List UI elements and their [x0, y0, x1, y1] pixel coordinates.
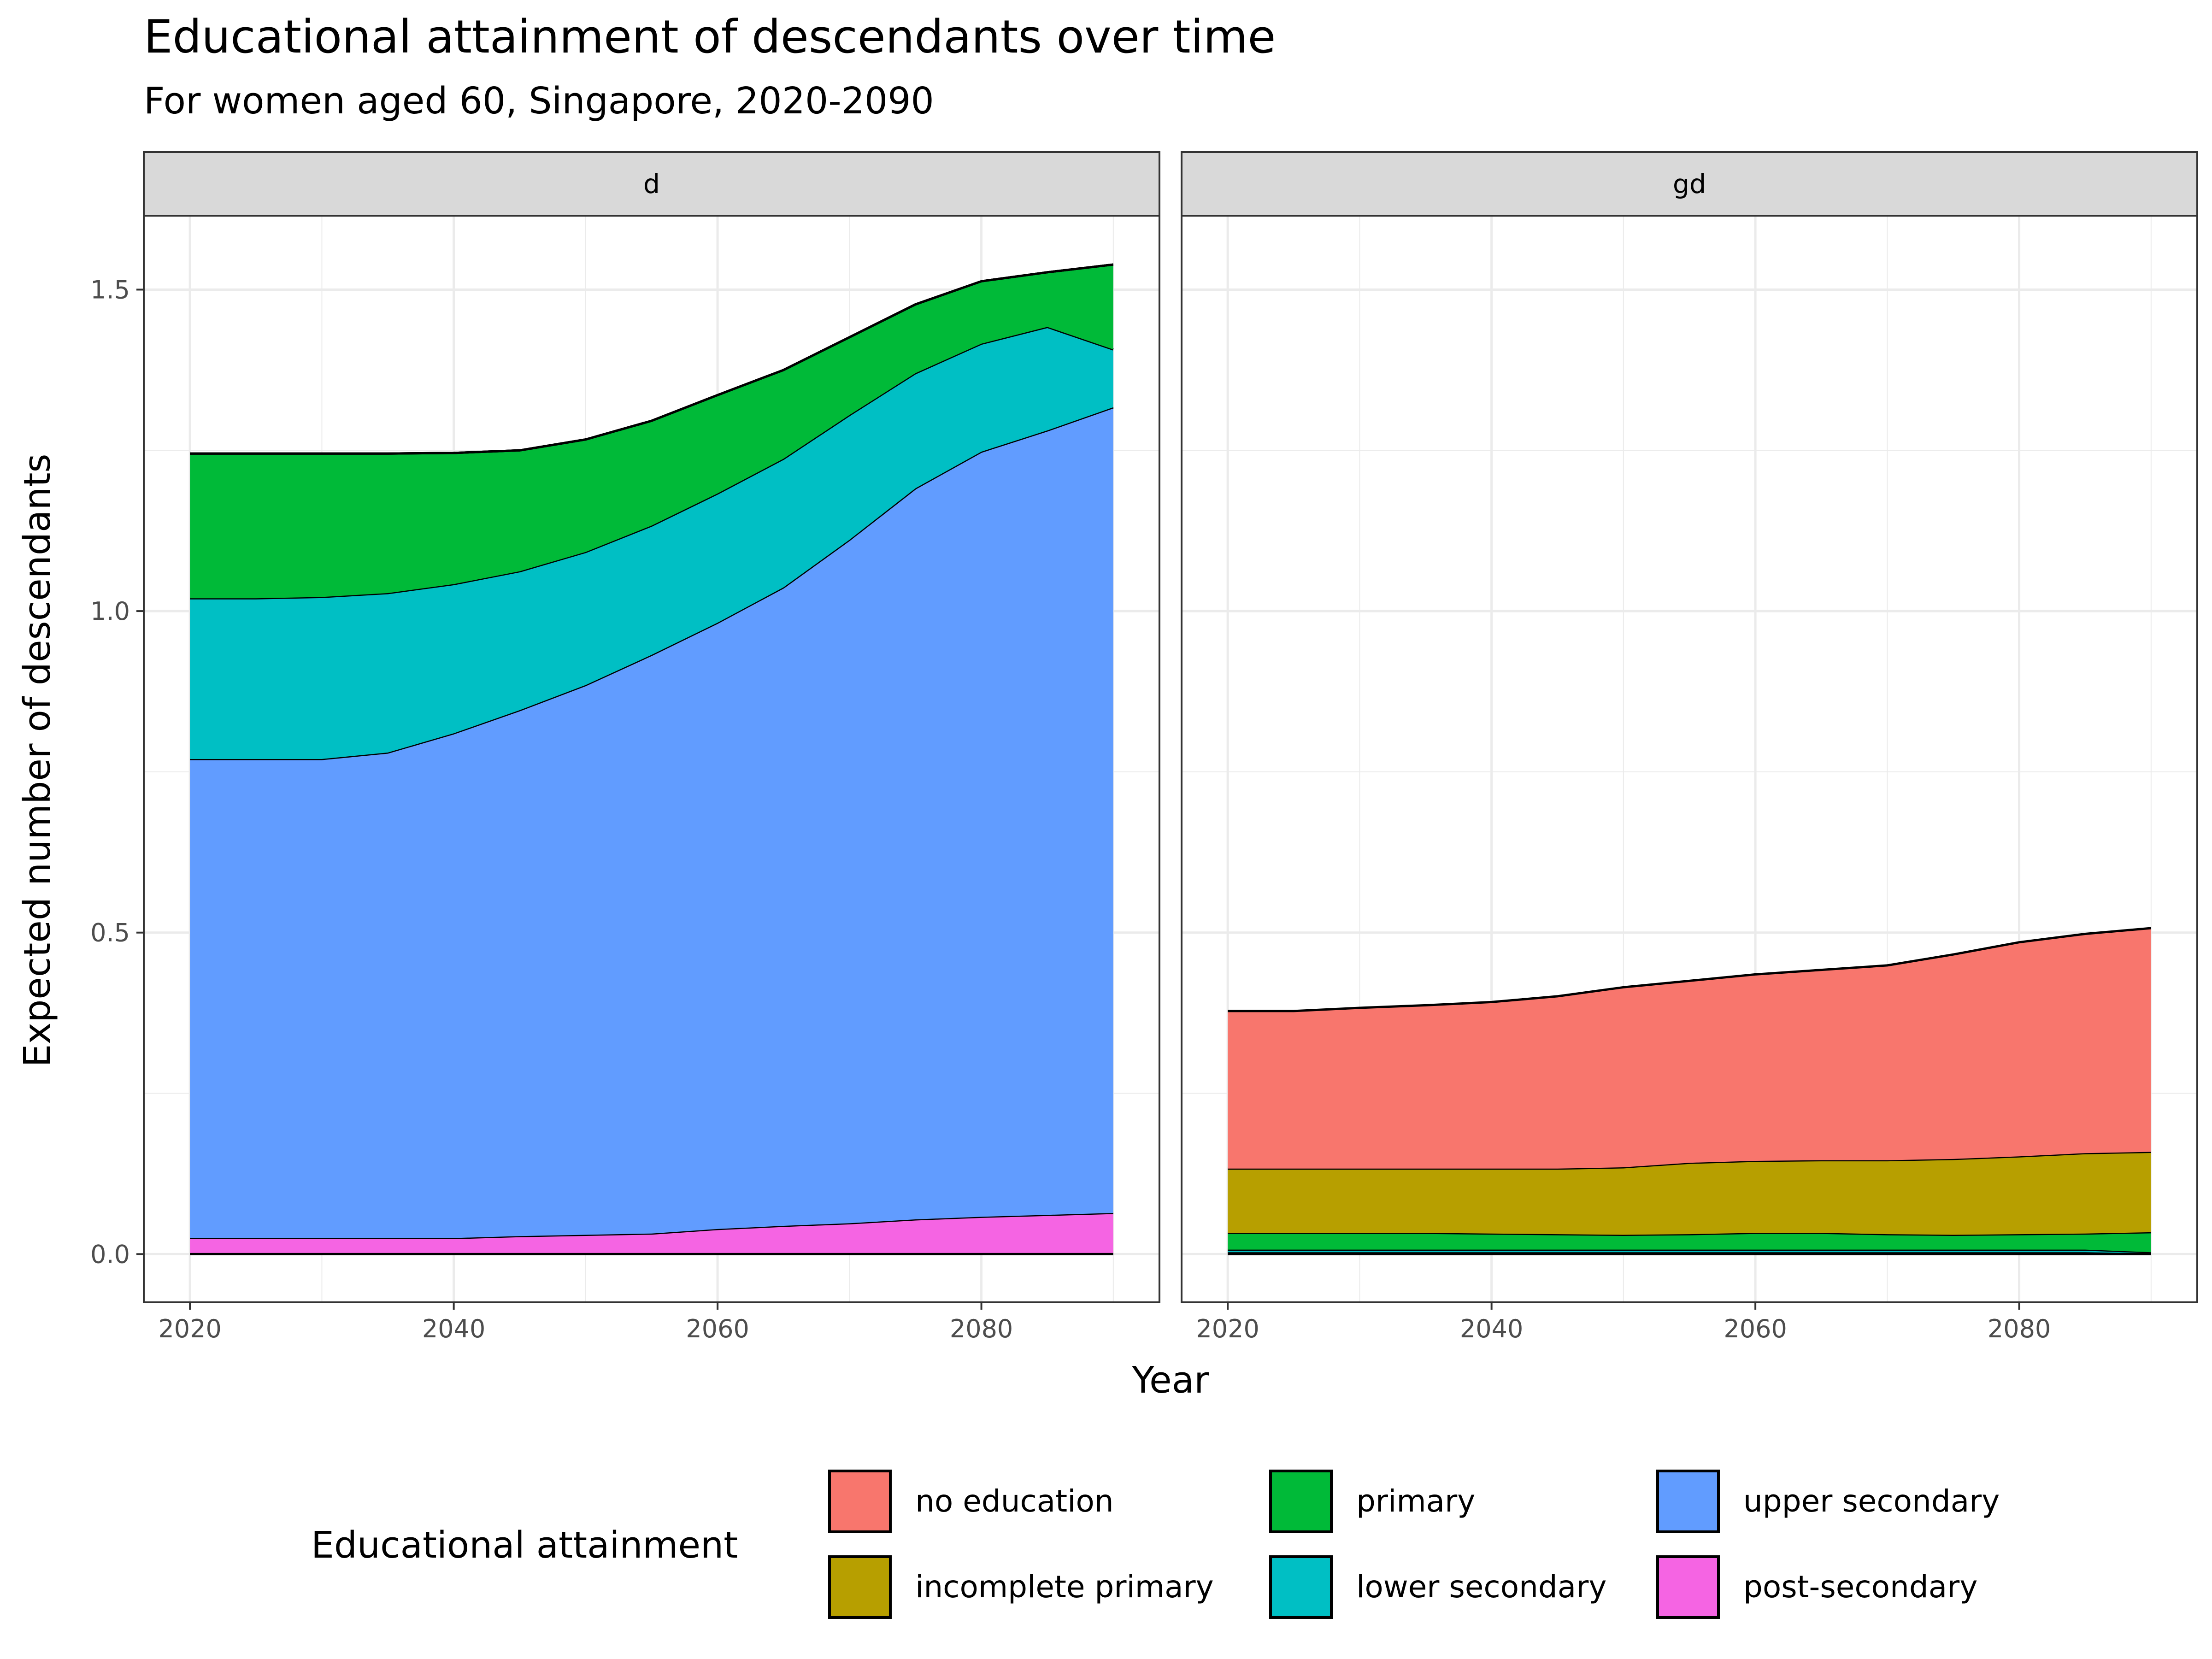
legend-label: primary: [1356, 1483, 1475, 1519]
x-axis-title: Year: [1131, 1359, 1209, 1401]
panel-d: d 2020 2040 2060 2080 0.0 0.5 1.0 1.5: [90, 151, 1160, 1343]
x-tick-label: 2060: [1724, 1314, 1787, 1343]
area-lower-secondary: [190, 327, 1113, 759]
area-outline-no-education: [1228, 927, 2152, 1012]
panels: d 2020 2040 2060 2080 0.0 0.5 1.0 1.5 gd 2020 2040 2…: [90, 151, 2198, 1343]
area-upper-secondary: [190, 407, 1113, 1238]
legend-swatch: [1656, 1555, 1720, 1619]
legend-item-upper-secondary: upper secondary: [1656, 1470, 2000, 1533]
area-outline-no-education: [190, 263, 1114, 455]
area-no-education: [1228, 928, 2151, 1169]
x-tick-label: 2080: [1988, 1314, 2051, 1343]
chart-subtitle: For women aged 60, Singapore, 2020-2090: [144, 80, 934, 122]
x-tick-label: 2040: [1460, 1314, 1523, 1343]
x-tick-label: 2060: [686, 1314, 749, 1343]
legend-label: lower secondary: [1356, 1569, 1606, 1605]
legend-items: no education incomplete primary primary low…: [828, 1470, 2000, 1619]
y-axis-title: Expected number of descendants: [16, 453, 59, 1067]
facet-strip-label: d: [643, 169, 660, 200]
legend-swatch: [1269, 1555, 1333, 1619]
y-tick-label: 0.0: [90, 1240, 130, 1269]
x-tick-label: 2040: [422, 1314, 485, 1343]
area-primary: [1228, 1232, 2151, 1253]
legend-item-incomplete-primary: incomplete primary: [828, 1555, 1214, 1619]
y-tick-label: 0.5: [90, 918, 130, 947]
legend-label: post-secondary: [1743, 1569, 1977, 1605]
legend-swatch: [1269, 1470, 1333, 1533]
legend-label: no education: [915, 1483, 1114, 1519]
panel-border: [1181, 215, 2198, 1303]
facet-strip: [143, 151, 1160, 217]
chart-title: Educational attainment of descendants ov…: [144, 11, 1276, 64]
x-tick-label: 2020: [158, 1314, 221, 1343]
legend-label: incomplete primary: [915, 1569, 1214, 1605]
y-tick-label: 1.5: [90, 275, 130, 304]
legend-label: upper secondary: [1743, 1483, 2000, 1519]
x-tick-label: 2080: [950, 1314, 1013, 1343]
legend-swatch: [828, 1470, 892, 1533]
facet-strip-label: gd: [1673, 169, 1706, 200]
legend: Educational attainment no education incom…: [311, 1470, 2000, 1619]
legend-swatch: [828, 1555, 892, 1619]
legend-item-post-secondary: post-secondary: [1656, 1555, 1977, 1619]
legend-item-no-education: no education: [828, 1470, 1114, 1533]
legend-swatch: [1656, 1470, 1720, 1533]
panel-gd: gd 2020 2040 2060 2080: [1181, 151, 2198, 1343]
legend-item-primary: primary: [1269, 1470, 1475, 1533]
legend-item-lower-secondary: lower secondary: [1269, 1555, 1606, 1619]
area-primary: [190, 265, 1113, 599]
x-tick-label: 2020: [1196, 1314, 1259, 1343]
y-tick-label: 1.0: [90, 597, 130, 626]
panel-border: [143, 215, 1160, 1303]
legend-title: Educational attainment: [311, 1524, 738, 1566]
area-incomplete-primary: [1228, 1152, 2151, 1235]
